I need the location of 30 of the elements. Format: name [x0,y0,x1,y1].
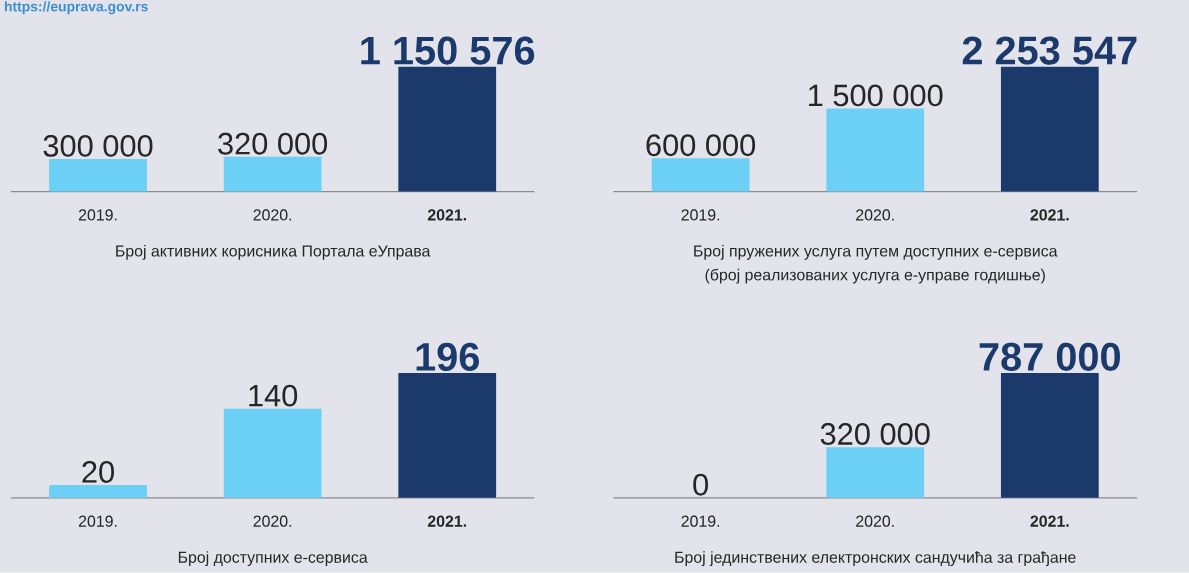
data-label: 320 000 [218,133,328,155]
text: Број доступних е-сервиса [178,551,368,567]
text: https://euprava.gov.rs [4,1,148,15]
data-label: 140 [249,384,298,407]
x-tick-label: 2020. [253,209,292,221]
x-tick-label: 2020. [856,515,894,527]
x-tick-label: 2021. [427,515,467,527]
data-label: 1 150 576 [361,36,535,65]
x-tick-label: 2020. [856,209,894,221]
text: Број пружених услуга путем доступних е-сервиса [694,245,1058,260]
x-tick-label: 2020. [253,515,292,527]
data-label: 196 [416,342,479,372]
data-label: 300 000 [43,135,153,157]
text: (број реализованих услуга е-управе годишње) [705,268,1045,284]
x-tick-label: 2021. [1030,209,1069,221]
x-tick-label: 2021. [427,209,467,221]
data-label: 0 [693,474,709,496]
data-label: 320 000 [820,423,930,446]
data-label: 2 253 547 [962,36,1137,65]
x-tick-label: 2019. [78,515,117,527]
data-label: 787 000 [979,342,1120,372]
x-tick-label: 2019. [681,515,720,527]
data-label: 20 [82,461,114,484]
x-tick-label: 2019. [681,209,720,221]
text: Број јединствених електронских сандучића за грађане [675,551,1076,567]
data-label: 600 000 [646,134,756,157]
x-tick-label: 2019. [78,209,117,221]
data-label: 1 500 000 [809,84,943,107]
x-tick-label: 2021. [1030,515,1069,527]
text: Број активних корисника Портала еУправа [116,245,431,260]
